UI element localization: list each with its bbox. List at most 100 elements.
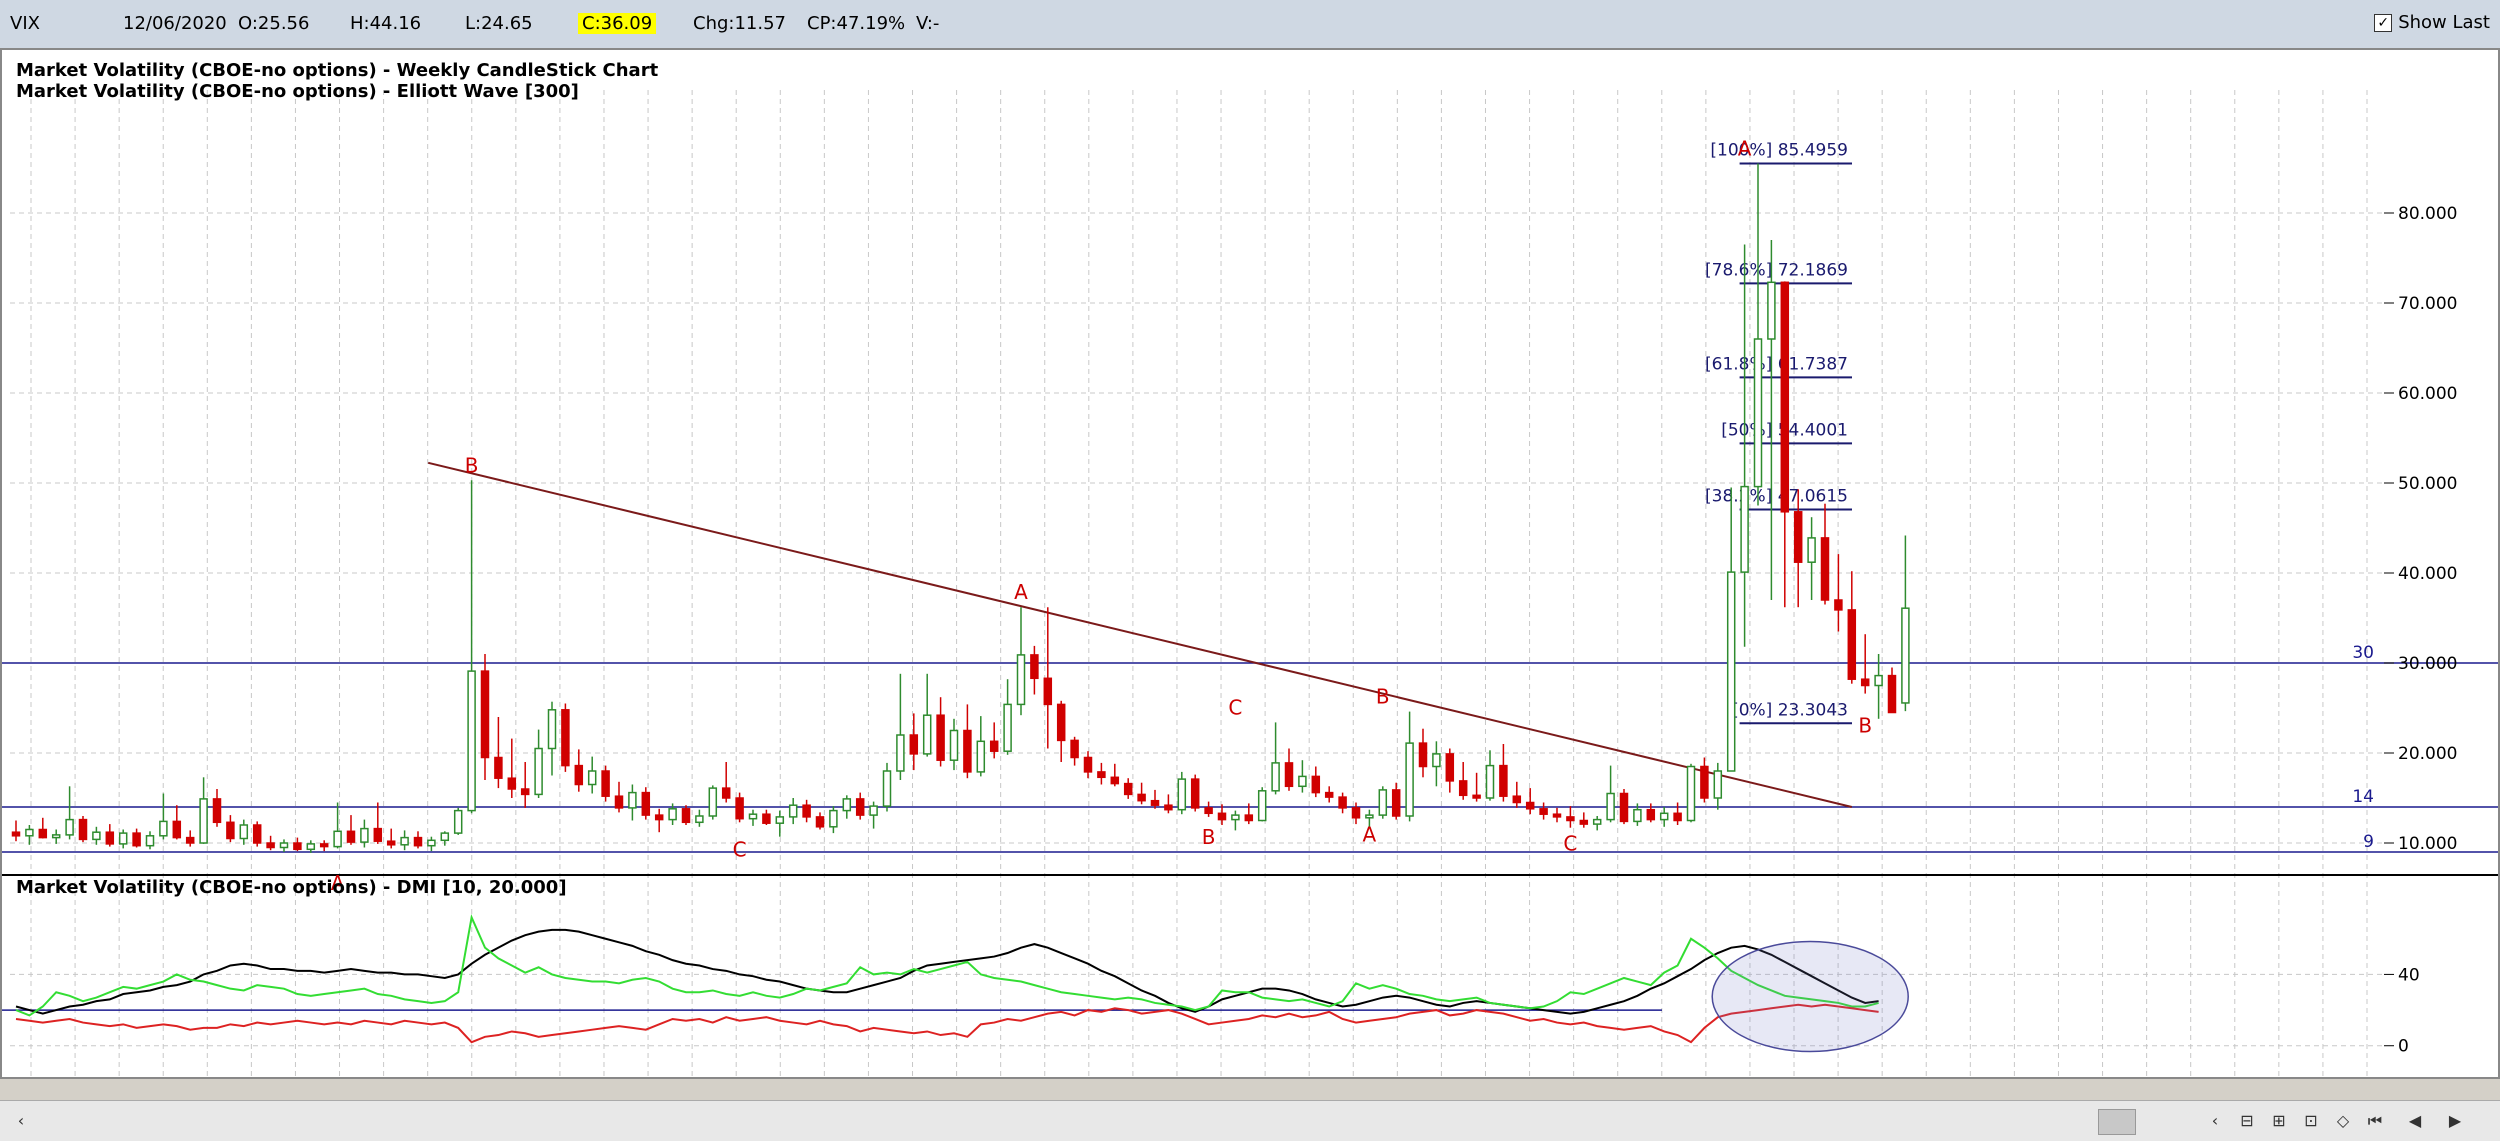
candle-body (306, 843, 316, 851)
candle-body (212, 798, 222, 824)
elliott-wave-label: B (1202, 825, 1216, 849)
candle-body (38, 828, 48, 839)
candle-body (1874, 674, 1883, 687)
toolbar: VIX 12/06/2020 O:25.56 H:44.16 L:24.65 C… (0, 0, 2500, 49)
chart-area[interactable]: 30 14 9 [100%] 85.4959 [78.6%] 72.1869 [61.8%… (0, 48, 2500, 1079)
bottom-scrollbar[interactable]: ‹ ‹ ⊟ ⊞ ⊡ ◇ ⏮ ◀ ▶ (0, 1100, 2500, 1141)
candle-body (587, 770, 597, 786)
candle-body (1298, 775, 1307, 788)
candle-body (748, 813, 758, 820)
candle-body (1150, 799, 1160, 806)
candle-body (1619, 792, 1629, 823)
scroll-thumb[interactable] (2098, 1109, 2136, 1135)
prev-icon[interactable]: ◀ (2408, 1111, 2422, 1130)
candle-body (989, 740, 999, 752)
symbol-label: VIX (10, 13, 40, 34)
elliott-wave-label: A (1014, 580, 1028, 604)
chart-canvas[interactable]: 30 14 9 [100%] 85.4959 [78.6%] 72.1869 [61.8%… (2, 50, 2498, 1077)
first-icon[interactable]: ⏮ (2367, 1111, 2383, 1130)
candle-body (1003, 703, 1012, 752)
candle-body (1793, 511, 1803, 563)
candle-body (172, 820, 182, 839)
candle-body (614, 795, 624, 809)
candle-body (1204, 807, 1213, 815)
candle-body (695, 815, 704, 824)
candle-body (1311, 775, 1321, 794)
trendline (427, 461, 1853, 808)
candle-body (1606, 792, 1615, 821)
candle-body (1901, 607, 1910, 704)
y-axis-tick-label: 50.000 (2398, 474, 2457, 494)
candle-body (762, 813, 771, 824)
candle-body (1030, 654, 1039, 680)
elliott-wave-label: A (331, 871, 345, 895)
candle-body (319, 843, 329, 848)
change-pct-value: CP:47.19% (807, 13, 906, 34)
candle-body (1633, 808, 1642, 823)
candle-body (1190, 778, 1200, 809)
high-value: H:44.16 (350, 13, 422, 34)
candle-body (882, 770, 892, 807)
candle-body (1338, 796, 1347, 809)
candle-body (1525, 801, 1535, 810)
candle-body (51, 834, 61, 839)
fib-level-label: [38.2%] 47.0615 (1705, 486, 1848, 506)
zoom-out-icon[interactable]: ⊟ (2240, 1111, 2254, 1130)
candle-body (279, 842, 289, 849)
zoom-fit-icon[interactable]: ⊡ (2304, 1111, 2318, 1130)
candle-body (869, 805, 878, 816)
scroll-left-icon[interactable]: ‹ (2211, 1111, 2219, 1130)
candle-body (936, 714, 945, 761)
low-value: L:24.65 (465, 13, 533, 34)
support-line-label: 9 (2363, 832, 2374, 852)
candle-body (735, 797, 744, 820)
highlight-ellipse (1711, 940, 1909, 1053)
dmi-series-line (15, 913, 1879, 1017)
checkbox-icon[interactable]: ✓ (2374, 13, 2393, 32)
candle-body (1445, 753, 1455, 782)
elliott-wave-label: B (1376, 685, 1390, 709)
candle-body (159, 820, 168, 837)
scroll-left-icon[interactable]: ‹ (17, 1111, 25, 1130)
candle-body (1217, 812, 1227, 821)
zoom-in-icon[interactable]: ⊞ (2272, 1111, 2286, 1130)
show-last-toggle[interactable]: ✓ Show Last (2374, 12, 2490, 33)
support-line-label: 30 (2352, 643, 2374, 663)
candle-body (1231, 814, 1240, 821)
candle-body (641, 791, 651, 816)
candle-body (65, 818, 74, 836)
price-chart-title: Market Volatility (CBOE-no options) - We… (16, 60, 659, 81)
candle-body (963, 729, 972, 773)
candle-body (1458, 780, 1468, 797)
candle-body (386, 840, 396, 846)
candle-body (480, 670, 490, 759)
candle-body (132, 832, 141, 847)
elliott-wave-label: C (1563, 831, 1577, 855)
candle-body (199, 798, 208, 844)
candle-body (360, 827, 369, 843)
candle-body (1418, 742, 1428, 768)
candle-body (1271, 762, 1280, 792)
next-icon[interactable]: ▶ (2448, 1111, 2462, 1130)
support-line-label: 14 (2352, 787, 2374, 807)
candle-body (1257, 790, 1267, 822)
date-label: 12/06/2020 (123, 13, 227, 34)
candle-body (1726, 571, 1736, 772)
candle-body (1365, 814, 1374, 819)
candle-body (440, 832, 450, 842)
candle-body (1807, 537, 1816, 563)
candle-body (1820, 537, 1830, 601)
pan-icon[interactable]: ◇ (2336, 1111, 2350, 1130)
y-axis-tick-label: 40.000 (2398, 564, 2457, 584)
candle-body (226, 821, 235, 840)
candle-body (976, 740, 986, 773)
candle-body (413, 836, 423, 847)
candle-body (239, 824, 249, 840)
candle-body (11, 831, 21, 837)
candle-body (842, 798, 852, 812)
candle-body (721, 787, 731, 799)
candle-body (1123, 782, 1133, 796)
candle-body (333, 830, 342, 848)
candle-body (855, 798, 865, 816)
candle-body (1700, 765, 1709, 799)
